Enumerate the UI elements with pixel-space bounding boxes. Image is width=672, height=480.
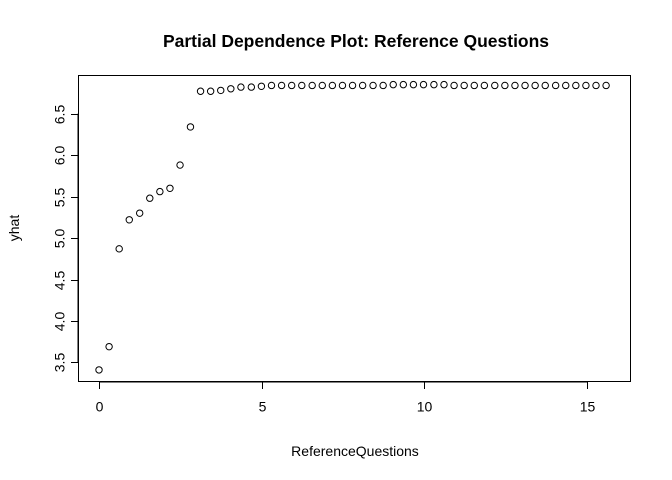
- data-point: [338, 81, 347, 90]
- data-point: [196, 87, 205, 95]
- data-point: [156, 187, 164, 196]
- data-point: [501, 81, 509, 90]
- x-tick-label: 10: [417, 399, 433, 415]
- data-point: [369, 81, 377, 90]
- data-point: [470, 81, 478, 90]
- data-point: [348, 81, 357, 90]
- data-point: [146, 194, 154, 202]
- data-point: [419, 80, 428, 89]
- data-point: [105, 342, 113, 351]
- data-point: [358, 81, 367, 90]
- data-point: [531, 81, 539, 90]
- data-point: [562, 81, 570, 90]
- plot-frame: [78, 75, 631, 382]
- y-tick-label: 4.0: [52, 312, 68, 332]
- data-point: [166, 184, 174, 192]
- data-point: [257, 82, 266, 90]
- data-point: [115, 245, 123, 253]
- x-tick-label: 0: [96, 399, 104, 415]
- data-point: [125, 216, 133, 224]
- data-point: [95, 366, 103, 374]
- data-point: [440, 80, 448, 89]
- data-point: [409, 80, 418, 89]
- data-point: [389, 80, 397, 89]
- data-point: [287, 81, 296, 90]
- chart-title: Partial Dependence Plot: Reference Quest…: [163, 31, 549, 51]
- data-point: [227, 85, 235, 93]
- data-point: [298, 81, 306, 90]
- data-points: [95, 80, 610, 374]
- y-tick-label: 6.0: [52, 146, 68, 166]
- x-axis: 0 5 10 15: [96, 381, 596, 415]
- y-tick-label: 5.0: [52, 229, 68, 249]
- data-point: [430, 80, 438, 89]
- data-point: [572, 81, 580, 90]
- data-point: [582, 81, 590, 90]
- y-axis-label: yhat: [6, 215, 22, 242]
- data-point: [277, 81, 286, 90]
- data-point: [511, 81, 519, 90]
- data-point: [308, 81, 316, 90]
- data-point: [318, 81, 326, 90]
- data-point: [450, 81, 458, 90]
- data-point: [480, 81, 489, 90]
- data-point: [186, 123, 195, 131]
- data-point: [217, 86, 225, 95]
- y-tick-label: 3.5: [52, 353, 68, 373]
- data-point: [551, 81, 560, 90]
- data-point: [328, 81, 337, 90]
- x-tick-label: 15: [580, 399, 596, 415]
- y-tick-label: 4.5: [52, 271, 68, 291]
- y-tick-label: 6.5: [52, 105, 68, 125]
- data-point: [541, 81, 549, 90]
- y-tick-label: 5.5: [52, 188, 68, 208]
- data-point: [460, 81, 468, 90]
- data-point: [267, 81, 276, 90]
- x-axis-label: ReferenceQuestions: [291, 443, 419, 459]
- data-point: [379, 81, 387, 90]
- data-point: [399, 80, 408, 89]
- data-point: [237, 83, 245, 91]
- data-point: [247, 83, 256, 91]
- data-point: [592, 81, 600, 90]
- data-point: [135, 209, 144, 217]
- data-point: [176, 161, 184, 169]
- data-point: [602, 81, 610, 90]
- data-point: [206, 87, 215, 95]
- x-tick-label: 5: [259, 399, 267, 415]
- data-point: [521, 81, 529, 90]
- y-axis: 3.5 4.0 4.5 5.0 5.5 6.0 6.5: [52, 105, 79, 373]
- data-point: [491, 81, 499, 90]
